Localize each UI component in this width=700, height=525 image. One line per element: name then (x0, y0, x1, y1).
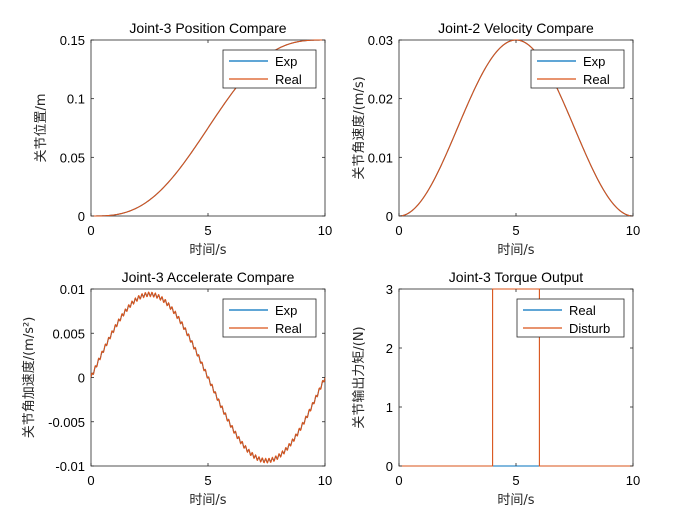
legend-box (516, 298, 625, 338)
x-axis-label: 时间/s (497, 243, 534, 258)
y-tick-label: 0.02 (368, 92, 393, 107)
legend-label-exp: Exp (275, 54, 297, 69)
x-axis-label: 时间/s (189, 243, 226, 258)
legend-label-real: Real (275, 321, 302, 336)
legend-label-disturb: Disturb (569, 321, 610, 336)
series-line-real (90, 291, 326, 464)
legend-label-exp: Exp (275, 303, 297, 318)
x-tick-label: 0 (395, 473, 402, 488)
y-tick-label: 0 (78, 371, 85, 386)
legend-box (222, 49, 317, 89)
subplot-2: 0 5 10 0 0.01 0.02 0.03 Joint-2 Velocity Compar… (351, 20, 640, 258)
y-axis-label: 关节角加速度/(m/s²) (21, 317, 37, 439)
y-tick-label: 0.05 (60, 150, 85, 165)
y-axis-label: 关节位置/m (34, 93, 49, 162)
chart-title: Joint-3 Accelerate Compare (122, 269, 295, 285)
x-tick-label: 5 (204, 223, 211, 238)
legend-label-real: Real (583, 72, 610, 87)
y-tick-label: 0.005 (52, 326, 85, 341)
x-tick-label: 10 (318, 223, 332, 238)
y-tick-label: 1 (386, 400, 393, 415)
x-tick-label: 10 (626, 223, 640, 238)
x-tick-label: 0 (87, 473, 94, 488)
legend-box (222, 298, 317, 338)
y-tick-label: 0.15 (60, 33, 85, 48)
legend: Exp Real (222, 49, 317, 89)
x-tick-label: 5 (204, 473, 211, 488)
y-axis-label: 关节输出力矩/(N) (351, 326, 367, 428)
subplot-4: 0 5 10 0 1 2 3 Joint-3 Torque Output 时间/s 关节输出力矩/… (351, 269, 640, 508)
chart-title: Joint-3 Position Compare (129, 20, 286, 36)
y-tick-label: 0 (386, 459, 393, 474)
legend-box (530, 49, 625, 89)
x-tick-label: 5 (512, 473, 519, 488)
chart-title: Joint-2 Velocity Compare (438, 20, 594, 36)
legend: Exp Real (530, 49, 625, 89)
legend-label-real: Real (275, 72, 302, 87)
legend-label-real: Real (569, 303, 596, 318)
x-tick-label: 10 (626, 473, 640, 488)
y-axis-label: 关节角速度/(m/s) (351, 76, 367, 179)
y-tick-label: 0.03 (368, 33, 393, 48)
x-tick-label: 0 (395, 223, 402, 238)
x-tick-label: 10 (318, 473, 332, 488)
subplot-1: 0 5 10 0 0.05 0.1 0.15 Joint-3 Position Compare… (34, 20, 332, 258)
chart-title: Joint-3 Torque Output (449, 269, 583, 285)
y-tick-label: 0.01 (368, 150, 393, 165)
y-tick-label: -0.005 (48, 415, 85, 430)
y-tick-label: 0.01 (60, 282, 85, 297)
y-tick-label: 2 (386, 341, 393, 356)
y-tick-label: 0 (78, 209, 85, 224)
legend-label-exp: Exp (583, 54, 605, 69)
x-tick-label: 0 (87, 223, 94, 238)
y-tick-label: 3 (386, 282, 393, 297)
legend: Exp Real (222, 298, 317, 338)
x-tick-label: 5 (512, 223, 519, 238)
x-axis-label: 时间/s (189, 493, 226, 508)
y-tick-label: 0 (386, 209, 393, 224)
legend: Real Disturb (516, 298, 625, 338)
subplot-3: 0 5 10 -0.01 -0.005 0 0.005 0.01 Joint-3 Acceler… (21, 269, 332, 508)
x-axis-label: 时间/s (497, 493, 534, 508)
y-tick-label: 0.1 (67, 92, 85, 107)
series-line-real (91, 39, 325, 217)
y-tick-label: -0.01 (55, 459, 85, 474)
